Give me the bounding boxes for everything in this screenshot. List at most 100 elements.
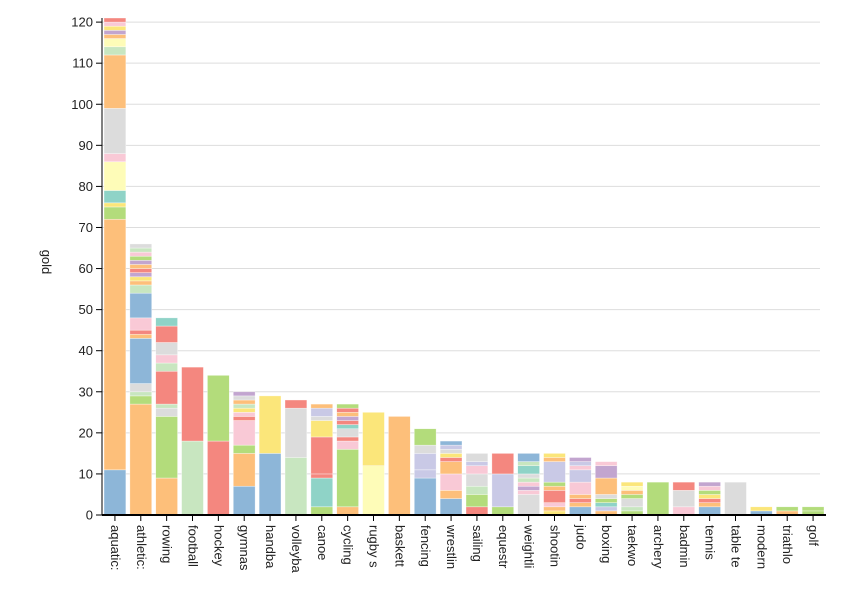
bar-segment <box>698 498 721 503</box>
bar-segment <box>336 436 359 442</box>
bar-segment <box>232 412 256 417</box>
bar-segment <box>698 481 721 487</box>
bar-segment <box>569 498 592 503</box>
bar-segment <box>698 485 721 491</box>
bar-segment <box>517 494 540 516</box>
x-tick-label: equestr <box>496 525 511 569</box>
bar-segment <box>517 461 540 467</box>
bar-segment <box>362 465 385 516</box>
x-tick-label: canoe <box>315 525 330 560</box>
bar-segment <box>232 407 256 413</box>
x-tick-label: judo <box>573 524 588 550</box>
bar-segment <box>465 465 489 475</box>
bar-segment <box>594 494 618 499</box>
bar-segment <box>594 502 618 508</box>
y-tick-label: 30 <box>79 384 93 399</box>
bar-segment <box>232 420 256 446</box>
bar-segment <box>103 30 127 35</box>
bar-segment <box>517 453 540 462</box>
bar-segment <box>129 284 153 294</box>
y-tick-label: 110 <box>72 56 93 71</box>
x-tick-label: wrestlin <box>444 524 459 569</box>
y-tick-label: 90 <box>79 138 93 153</box>
bar-segment <box>232 391 256 397</box>
bar-segment <box>336 412 359 417</box>
bar-segment <box>569 469 592 483</box>
y-tick-label: 70 <box>79 220 93 235</box>
bar-segment <box>232 399 256 405</box>
bar-segment <box>620 506 644 512</box>
bar-segment <box>103 153 127 163</box>
bar-segment <box>103 17 127 23</box>
x-tick-label: shootin <box>548 525 563 567</box>
y-tick-label: 0 <box>86 508 93 523</box>
y-tick-label: 80 <box>79 179 93 194</box>
x-tick-label: volleyba <box>289 525 304 573</box>
bar-segment <box>103 34 127 39</box>
bar-segment <box>129 251 153 257</box>
x-tick-label: hockey <box>211 525 226 567</box>
bar-segment <box>129 338 153 384</box>
bar-segment <box>543 490 566 503</box>
bar-segment <box>698 490 721 495</box>
bar-segment <box>491 473 515 508</box>
bar-segment <box>129 276 153 282</box>
bar-segment <box>129 395 153 405</box>
x-tick-label: boxing <box>599 525 614 563</box>
bar-segment <box>336 424 359 430</box>
x-tick-label: golf <box>806 525 821 546</box>
bar-segment <box>155 362 178 372</box>
bar-segment <box>284 457 308 516</box>
bar-segment <box>517 465 540 475</box>
bar-segment <box>439 440 463 446</box>
bar-segment <box>517 485 540 491</box>
bar-segment <box>672 506 696 516</box>
bar-segment <box>155 477 178 516</box>
bar-segment <box>310 477 334 508</box>
bar-segment <box>517 477 540 483</box>
x-tick-label: handba <box>263 525 278 569</box>
bar-segment <box>439 461 463 475</box>
bar-segment <box>413 469 437 479</box>
bar-segment <box>620 481 644 487</box>
y-tick-label: 20 <box>79 425 93 440</box>
bar-segment <box>103 202 127 208</box>
bar-segment <box>620 494 644 499</box>
bar-segment <box>258 395 282 454</box>
bar-segment <box>517 490 540 495</box>
bar-segment <box>103 54 127 109</box>
bar-segment <box>413 444 437 454</box>
bar-segment <box>103 190 127 204</box>
bar-segment <box>439 498 463 516</box>
x-tick-label: rugby s <box>367 525 382 568</box>
x-tick-label: taekwo <box>625 525 640 566</box>
x-tick-label: archery <box>651 525 666 569</box>
bar-segment <box>336 407 359 413</box>
bar-segment <box>310 416 334 421</box>
bar-segment <box>465 461 489 467</box>
bar-segment <box>129 403 153 516</box>
x-tick-label: baskett <box>392 525 407 567</box>
bar-segment <box>129 317 153 331</box>
bar-segment <box>336 506 359 516</box>
bar-segment <box>569 494 592 499</box>
bar-segment <box>129 329 153 335</box>
bar-segment <box>310 436 334 475</box>
bar-segment <box>103 46 127 56</box>
bar-segment <box>207 375 230 442</box>
bar-segment <box>388 416 411 516</box>
bar-segment <box>594 506 618 512</box>
bar-segment <box>698 506 721 516</box>
bar-segment <box>543 481 566 487</box>
bar-segment <box>103 469 127 516</box>
bar-segment <box>569 506 592 516</box>
bar-segment <box>181 366 204 442</box>
bar-segment <box>698 502 721 508</box>
bar-segment <box>155 403 178 409</box>
bar-segment <box>594 465 618 479</box>
bar-segment <box>620 498 644 508</box>
bar-segment <box>620 485 644 491</box>
bar-segment <box>129 247 153 253</box>
bar-segment <box>336 420 359 425</box>
